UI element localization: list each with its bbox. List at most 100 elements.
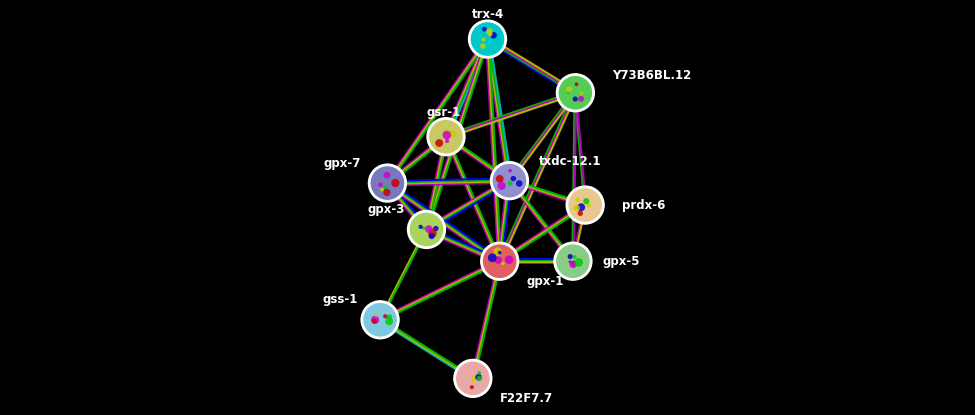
Circle shape — [556, 244, 590, 278]
Circle shape — [435, 139, 444, 147]
Circle shape — [497, 182, 506, 190]
Circle shape — [482, 37, 486, 42]
Circle shape — [561, 249, 586, 274]
Circle shape — [370, 166, 405, 200]
Circle shape — [492, 163, 526, 198]
Circle shape — [480, 43, 486, 49]
Circle shape — [471, 378, 475, 382]
Circle shape — [374, 313, 377, 317]
Circle shape — [494, 256, 502, 264]
Circle shape — [380, 188, 384, 191]
Circle shape — [443, 129, 449, 137]
Circle shape — [383, 189, 390, 196]
Circle shape — [429, 119, 463, 154]
Circle shape — [577, 203, 585, 211]
Circle shape — [489, 161, 529, 200]
Circle shape — [371, 319, 376, 324]
Circle shape — [483, 244, 517, 278]
Circle shape — [572, 96, 578, 102]
Circle shape — [568, 260, 572, 264]
Circle shape — [363, 303, 398, 337]
Circle shape — [475, 27, 500, 51]
Circle shape — [577, 211, 583, 216]
Circle shape — [496, 175, 503, 183]
Circle shape — [490, 32, 497, 39]
Circle shape — [488, 254, 496, 262]
Circle shape — [563, 80, 588, 105]
Circle shape — [583, 198, 589, 204]
Circle shape — [443, 131, 451, 139]
Circle shape — [468, 20, 507, 59]
Circle shape — [575, 197, 580, 202]
Circle shape — [422, 227, 425, 229]
Text: gss-1: gss-1 — [323, 293, 358, 306]
Circle shape — [498, 251, 502, 255]
Circle shape — [567, 254, 572, 259]
Circle shape — [478, 371, 481, 375]
Circle shape — [387, 314, 392, 320]
Circle shape — [477, 376, 482, 381]
Circle shape — [470, 22, 505, 56]
Circle shape — [384, 172, 390, 178]
Circle shape — [434, 124, 458, 149]
Circle shape — [445, 139, 449, 143]
Circle shape — [368, 307, 393, 332]
Circle shape — [516, 180, 523, 187]
Circle shape — [488, 249, 512, 274]
Text: txdc-12.1: txdc-12.1 — [539, 155, 602, 168]
Circle shape — [480, 242, 520, 281]
Circle shape — [587, 203, 591, 208]
Circle shape — [505, 256, 514, 264]
Circle shape — [566, 186, 604, 225]
Circle shape — [578, 96, 584, 102]
Circle shape — [566, 87, 572, 93]
Circle shape — [429, 233, 435, 239]
Text: gpx-1: gpx-1 — [526, 275, 564, 288]
Circle shape — [573, 255, 576, 259]
Circle shape — [569, 261, 577, 268]
Circle shape — [556, 73, 595, 112]
Text: Y73B6BL.12: Y73B6BL.12 — [612, 69, 691, 82]
Circle shape — [391, 179, 400, 187]
Circle shape — [573, 205, 580, 211]
Circle shape — [414, 217, 439, 242]
Circle shape — [455, 361, 490, 396]
Circle shape — [418, 225, 423, 229]
Circle shape — [574, 82, 578, 86]
Circle shape — [378, 183, 383, 187]
Circle shape — [487, 28, 493, 35]
Circle shape — [426, 117, 466, 156]
Circle shape — [450, 131, 457, 137]
Circle shape — [361, 300, 400, 339]
Circle shape — [508, 181, 513, 186]
Circle shape — [433, 226, 439, 231]
Text: gpx-5: gpx-5 — [603, 255, 640, 268]
Circle shape — [382, 186, 388, 192]
Circle shape — [453, 359, 492, 398]
Circle shape — [368, 164, 408, 203]
Circle shape — [497, 168, 522, 193]
Circle shape — [567, 91, 570, 94]
Circle shape — [580, 92, 583, 95]
Circle shape — [410, 212, 444, 247]
Circle shape — [572, 193, 598, 217]
Circle shape — [488, 32, 492, 37]
Circle shape — [508, 169, 512, 173]
Circle shape — [374, 171, 400, 195]
Circle shape — [385, 317, 393, 325]
Circle shape — [475, 374, 482, 381]
Circle shape — [460, 366, 486, 391]
Circle shape — [511, 176, 516, 181]
Circle shape — [567, 188, 603, 222]
Text: trx-4: trx-4 — [471, 8, 504, 21]
Circle shape — [553, 242, 593, 281]
Circle shape — [370, 316, 379, 324]
Circle shape — [448, 130, 453, 135]
Circle shape — [574, 258, 583, 267]
Circle shape — [558, 76, 593, 110]
Text: F22F7.7: F22F7.7 — [500, 393, 553, 405]
Text: gpx-3: gpx-3 — [368, 203, 405, 217]
Circle shape — [407, 210, 447, 249]
Circle shape — [482, 27, 487, 32]
Circle shape — [470, 385, 474, 389]
